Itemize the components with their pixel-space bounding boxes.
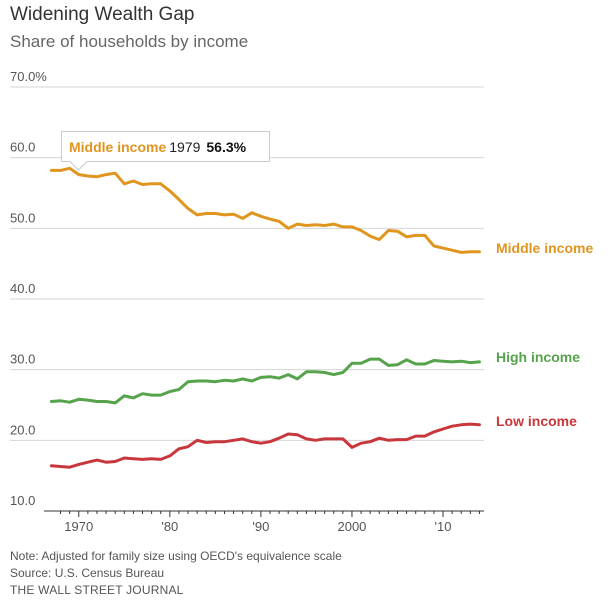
- series-line-low-income: [49, 422, 481, 469]
- x-tick-label: 2000: [337, 519, 366, 534]
- footnote: Note: Adjusted for family size using OEC…: [10, 549, 342, 563]
- chart-subtitle: Share of households by income: [10, 32, 249, 51]
- y-tick-label: 30.0: [10, 352, 35, 367]
- y-tick-label: 50.0: [10, 210, 35, 225]
- series-label-middle-income: Middle income: [496, 240, 593, 256]
- x-tick-label: '10: [435, 519, 452, 534]
- x-tick-label: '90: [252, 519, 269, 534]
- series-label-high-income: High income: [496, 349, 580, 365]
- x-tick-label: '80: [161, 519, 178, 534]
- y-tick-label: 10.0: [10, 493, 35, 508]
- series-line-high-income: [49, 357, 481, 405]
- tooltip-value: 56.3%: [206, 139, 247, 155]
- series-line-middle-income: [49, 166, 481, 254]
- y-tick-label: 60.0: [10, 140, 35, 155]
- publisher-credit: THE WALL STREET JOURNAL: [10, 583, 184, 597]
- line-chart: 70.0% 60.0 50.0 40.0 30.0 20.0 10.0 1970 '80 '90 2…: [10, 69, 593, 534]
- y-tick-label: 40.0: [10, 281, 35, 296]
- y-tick-label: 70.0%: [10, 69, 47, 84]
- source-note: Source: U.S. Census Bureau: [10, 566, 165, 580]
- y-tick-label: 20.0: [10, 422, 35, 437]
- chart-title: Widening Wealth Gap: [10, 4, 195, 25]
- tooltip-year: 1979: [169, 139, 201, 155]
- x-tick-label: 1970: [64, 519, 93, 534]
- series-label-low-income: Low income: [496, 413, 577, 429]
- tooltip-series-name: Middle income: [69, 139, 167, 155]
- hover-tooltip: Middle income 1979 56.3%: [61, 131, 270, 171]
